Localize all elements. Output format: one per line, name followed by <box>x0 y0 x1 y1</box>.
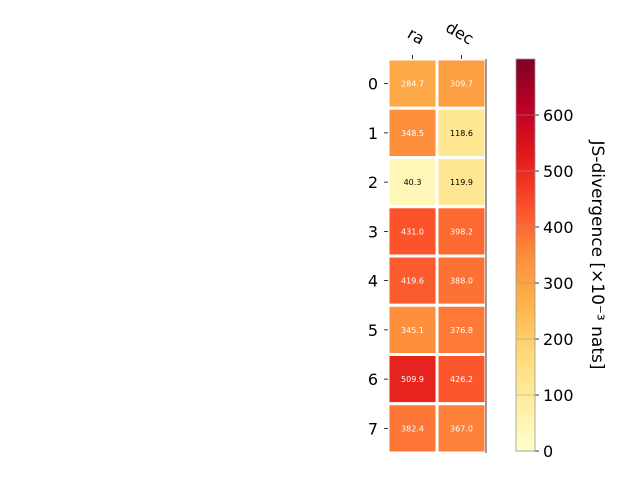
cell-value-label: 348.5 <box>401 129 424 138</box>
row-tick-label: 4 <box>368 272 378 291</box>
cell-value-label: 509.9 <box>401 375 424 384</box>
cell-value-label: 40.3 <box>404 178 422 187</box>
colorbar: 0 100 200 300 400 500 600 JS-divergence [×10⁻³… <box>515 58 607 461</box>
cell-value-label: 367.0 <box>450 424 473 433</box>
colorbar-label: JS-divergence [×10⁻³ nats] <box>587 140 607 370</box>
cell-value-label: 419.6 <box>401 277 424 286</box>
row-tick-label: 1 <box>368 124 378 143</box>
cell-value-label: 376.8 <box>450 326 473 335</box>
row-tick-label: 0 <box>368 75 378 94</box>
colorbar-tick-label: 600 <box>543 106 574 125</box>
cell-value-label: 119.9 <box>450 178 473 187</box>
colorbar-ticks: 0 100 200 300 400 500 600 <box>516 106 574 461</box>
cell-value-label: 426.2 <box>450 375 473 384</box>
cell-value-label: 382.4 <box>401 424 424 433</box>
colorbar-tick-label: 400 <box>543 218 574 237</box>
column-tick-label: ra <box>404 24 428 49</box>
colorbar-tick-label: 500 <box>543 162 574 181</box>
colorbar-tick-label: 100 <box>543 386 574 405</box>
cell-value-label: 398.2 <box>450 227 473 236</box>
heatmap-cell-3-dec <box>435 205 488 258</box>
cell-value-label: 118.6 <box>450 129 473 138</box>
cell-value-label: 284.7 <box>401 80 424 89</box>
cell-value-label: 345.1 <box>401 326 424 335</box>
column-tick-label: dec <box>443 18 477 49</box>
row-tick-label: 7 <box>368 419 378 438</box>
heatmap-cell-4-dec <box>435 254 488 307</box>
row-tick-label: 5 <box>368 321 378 340</box>
colorbar-tick-label: 200 <box>543 330 574 349</box>
row-tick-label: 3 <box>368 222 378 241</box>
colorbar-tick-label: 0 <box>543 442 553 461</box>
colorbar-gradient <box>516 59 535 451</box>
colorbar-outline <box>515 58 536 452</box>
heatmap-cell-7-dec <box>435 402 488 455</box>
heatmap-cells <box>386 57 488 455</box>
heatmap-cell-labels: 284.7 309.7 348.5 118.6 40.3 119.9 431.0 398.2 4… <box>401 80 473 434</box>
cell-value-label: 431.0 <box>401 227 424 236</box>
row-tick-label: 6 <box>368 370 378 389</box>
cell-value-label: 309.7 <box>450 80 473 89</box>
colorbar-tick-label: 300 <box>543 274 574 293</box>
row-tick-label: 2 <box>368 173 378 192</box>
cell-value-label: 388.0 <box>450 277 473 286</box>
